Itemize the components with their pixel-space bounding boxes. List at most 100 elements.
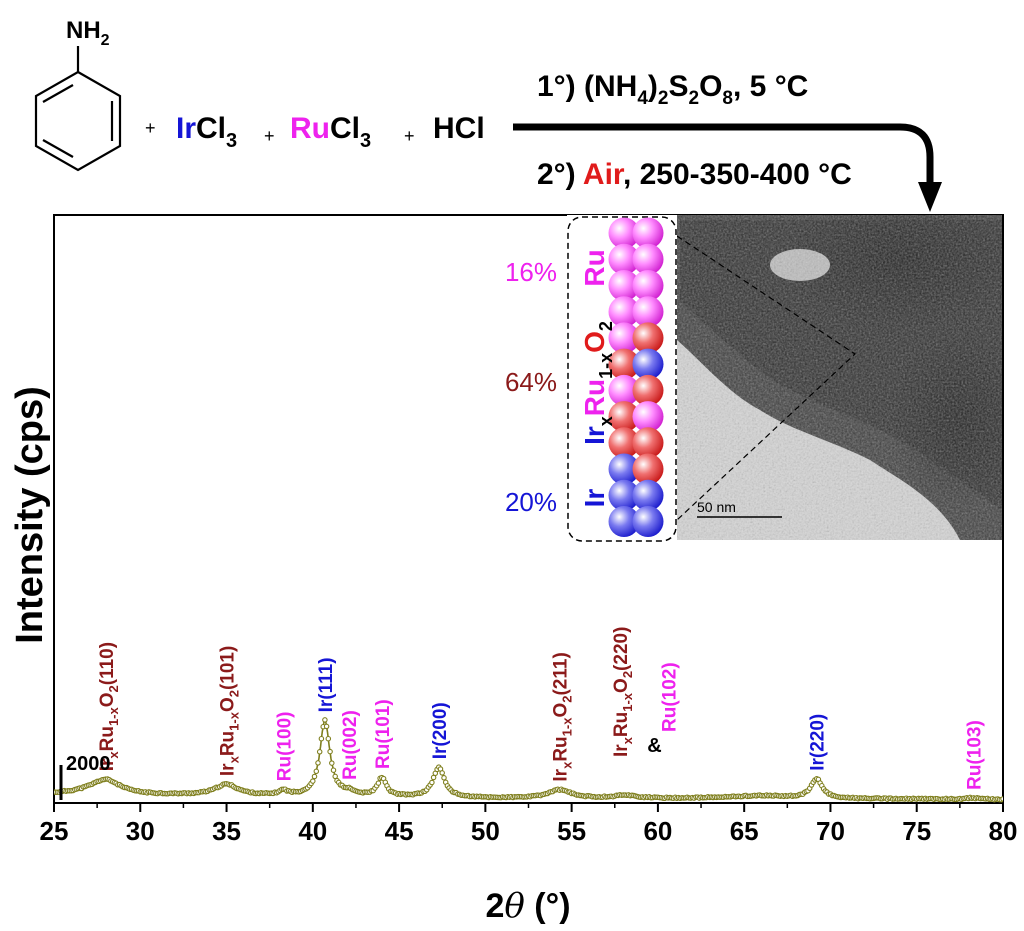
reaction-step-2: 2°) Air, 250-350-400 °C (537, 158, 852, 191)
svg-text:IrxRu1-xO2(211): IrxRu1-xO2(211) (551, 652, 575, 781)
peak-label: Ru(102) (659, 662, 680, 732)
svg-text:Ir(111): Ir(111) (316, 657, 337, 712)
svg-text:Ir(200): Ir(200) (430, 702, 451, 759)
peak-label: Ir(200) (430, 702, 451, 759)
particle-o (608, 348, 640, 380)
particle-o (608, 401, 640, 433)
x-tick-label: 80 (989, 816, 1018, 846)
scale-bar-label: 2000 (66, 753, 111, 775)
peak-annotations: IrxRu1-xO2(110) IrxRu1-xO2(101) Ru(100) Ir(… (97, 627, 986, 790)
particle-ir (632, 506, 664, 537)
xrd-point (323, 723, 330, 730)
scale-bar: 2000 (59, 753, 111, 800)
particle-ru (608, 270, 640, 301)
particle-o (632, 322, 664, 354)
layer-label-ir: Ir (579, 489, 610, 508)
tem-scale-label: 50 nm (697, 499, 736, 515)
layer-label-ru: Ru (579, 249, 610, 286)
percent-ru: 16% (505, 257, 557, 287)
x-tick-label: 45 (385, 816, 414, 846)
x-tick-label: 35 (212, 816, 241, 846)
xrd-point (325, 735, 332, 742)
x-tick-label: 60 (643, 816, 672, 846)
particle-ru (632, 401, 664, 433)
particle-o (632, 453, 664, 485)
xrd-point (322, 717, 328, 723)
amine-group: NH2 (66, 17, 110, 49)
plus-sign-3: + (404, 126, 415, 146)
particle-ir (608, 479, 640, 511)
particle-ru (632, 217, 664, 249)
svg-text:IrxRu1-xO2(101): IrxRu1-xO2(101) (218, 646, 242, 776)
reaction-step-1: 1°) (NH4)2S2O8, 5 °C (537, 70, 808, 109)
xrd-point (329, 760, 335, 766)
inset: Ru IrxRu1-xO2 Ir 16% 64% 20% 50 nm (505, 215, 1002, 542)
x-tick-label: 40 (298, 816, 327, 846)
particle-ir (632, 348, 664, 380)
particle-o (608, 427, 640, 459)
reagent-hcl: HCl (433, 112, 485, 145)
xrd-point (441, 775, 447, 781)
particle-stack (608, 217, 664, 537)
particle-ru (632, 243, 664, 275)
xrd-point (315, 760, 321, 766)
x-axis-title: 2θ (°) (485, 886, 570, 926)
reagent-rucl3: RuCl3 (290, 112, 371, 152)
svg-text:Ir(220): Ir(220) (808, 714, 829, 771)
svg-text:Ru(100): Ru(100) (275, 712, 296, 782)
reaction-scheme: NH2 + IrCl3 + RuCl3 + HCl 1°) (NH4)2S2O8… (34, 17, 942, 212)
svg-text:Ru(002): Ru(002) (340, 710, 361, 780)
svg-text:Ru(103): Ru(103) (965, 720, 986, 790)
xrd-point (330, 767, 337, 773)
svg-text:IrxRu1-xO2(110): IrxRu1-xO2(110) (97, 642, 121, 771)
xrd-point (316, 749, 323, 755)
particle-ru (632, 270, 664, 301)
xrd-point (429, 779, 435, 786)
peak-label: IrxRu1-xO2(110) (97, 642, 121, 771)
particle-o (632, 374, 664, 406)
particle-ru (608, 217, 640, 249)
x-tick-label: 25 (40, 816, 69, 846)
peak-label: Ru(002) (340, 710, 361, 780)
x-tick-label: 75 (902, 816, 931, 846)
xrd-point (327, 748, 333, 755)
plus-sign-2: + (264, 126, 275, 146)
xrd-point (310, 778, 316, 784)
reagent-ircl3: IrCl3 (176, 112, 237, 152)
peak-label: IrxRu1-xO2(101) (218, 646, 242, 776)
particle-ru (608, 243, 640, 275)
peak-label-amp: & (647, 735, 661, 757)
xrd-line (54, 717, 1003, 801)
layer-label-oxide: IrxRu1-xO2 (579, 321, 616, 445)
particle-ir (632, 479, 664, 511)
tem-image: 50 nm (677, 215, 1002, 540)
reaction-arrow (513, 123, 942, 212)
particle-ru (608, 322, 640, 354)
xrd-point (1000, 796, 1003, 802)
xrd-point (375, 780, 382, 786)
plus-sign-1: + (145, 118, 156, 138)
xrd-trace (54, 717, 1003, 803)
particle-o (632, 427, 664, 459)
x-tick-label: 30 (126, 816, 155, 846)
peak-label: Ir(220) (808, 714, 829, 771)
zoom-guide-lines (677, 235, 856, 521)
percent-oxide: 64% (505, 367, 557, 397)
particle-ir (608, 453, 640, 485)
particle-ru (632, 296, 664, 328)
x-tick-label: 70 (816, 816, 845, 846)
x-tick-label: 55 (557, 816, 586, 846)
particle-ru (608, 374, 640, 406)
peak-label: Ir(111) (316, 657, 337, 712)
particle-ru (608, 296, 640, 328)
xrd-point (311, 773, 318, 780)
xrd-point (439, 770, 445, 776)
peak-label: Ru(101) (373, 699, 394, 769)
peak-label: IrxRu1-xO2(211) (551, 652, 575, 781)
particle-model-border (567, 216, 677, 542)
x-tick-label: 50 (471, 816, 500, 846)
y-axis-title: Intensity (cps) (9, 386, 51, 644)
percent-ir: 20% (505, 487, 557, 517)
svg-text:Ru(101): Ru(101) (373, 699, 394, 769)
